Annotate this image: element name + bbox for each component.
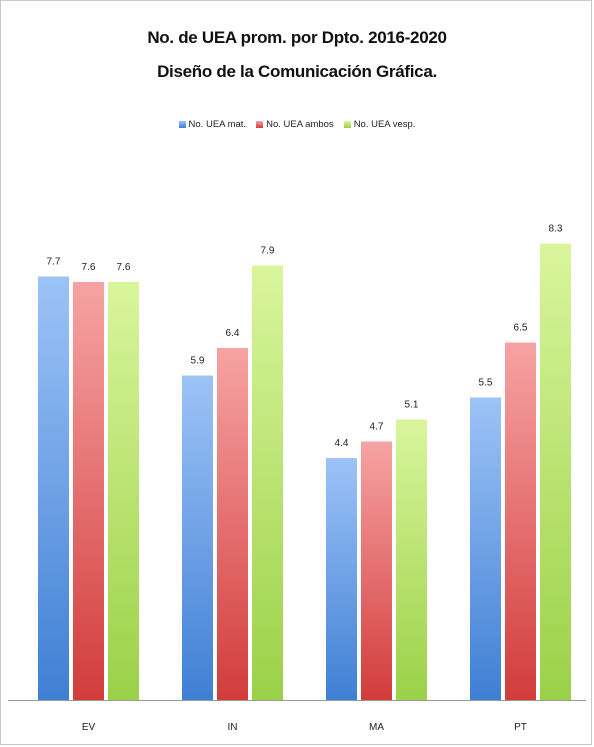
data-labels-layer: 7.7 7.6 7.6 5.9 6.4 7.9 4.4 4.7 5.1 5.5 6.5 8.3: [47, 224, 563, 450]
data-label-ma-vesp: 5.1: [405, 400, 419, 411]
legend-swatch-mat: [178, 121, 186, 128]
bar-in-vesp: [252, 265, 283, 700]
legend-swatch-ambos: [256, 121, 264, 128]
legend-label-ambos: No. UEA ambos: [266, 119, 334, 130]
bar-ev-mat: [38, 276, 69, 700]
bar-ma-mat: [326, 458, 357, 700]
data-label-ev-mat: 7.7: [47, 257, 61, 268]
bar-ev-vesp: [108, 282, 139, 700]
x-tick-pt: PT: [514, 722, 527, 733]
legend-swatch-vesp: [343, 121, 351, 128]
bars-layer: [38, 243, 571, 700]
legend-label-mat: No. UEA mat.: [188, 119, 247, 130]
data-label-pt-mat: 5.5: [479, 378, 493, 389]
legend: No. UEA mat. No. UEA ambos No. UEA vesp.: [0, 119, 594, 130]
data-label-ma-mat: 4.4: [335, 438, 349, 449]
legend-item-mat: No. UEA mat.: [178, 119, 247, 130]
data-label-pt-ambos: 6.5: [514, 323, 528, 334]
data-label-in-ambos: 6.4: [226, 328, 240, 339]
x-tick-ev: EV: [82, 722, 96, 733]
legend-item-vesp: No. UEA vesp.: [343, 119, 416, 130]
data-label-ev-ambos: 7.6: [82, 262, 96, 273]
data-label-in-mat: 5.9: [191, 356, 205, 367]
chart-subtitle: Diseño de la Comunicación Gráfica.: [157, 62, 437, 81]
bar-in-mat: [182, 375, 213, 700]
bar-pt-vesp: [540, 243, 571, 700]
data-label-in-vesp: 7.9: [261, 246, 275, 257]
legend-item-ambos: No. UEA ambos: [256, 119, 334, 130]
x-tick-ma: MA: [369, 722, 384, 733]
bar-ma-vesp: [396, 419, 427, 700]
data-label-ma-ambos: 4.7: [370, 422, 384, 433]
bar-pt-ambos: [505, 342, 536, 700]
bar-ma-ambos: [361, 441, 392, 700]
bar-in-ambos: [217, 348, 248, 700]
chart-title: No. de UEA prom. por Dpto. 2016-2020: [147, 28, 447, 47]
data-label-ev-vesp: 7.6: [117, 262, 131, 273]
legend-label-vesp: No. UEA vesp.: [353, 119, 416, 130]
data-label-pt-vesp: 8.3: [549, 224, 563, 235]
x-tick-labels: EV IN MA PT: [82, 722, 527, 733]
x-tick-in: IN: [228, 722, 238, 733]
bar-pt-mat: [470, 397, 501, 700]
bar-ev-ambos: [73, 282, 104, 700]
